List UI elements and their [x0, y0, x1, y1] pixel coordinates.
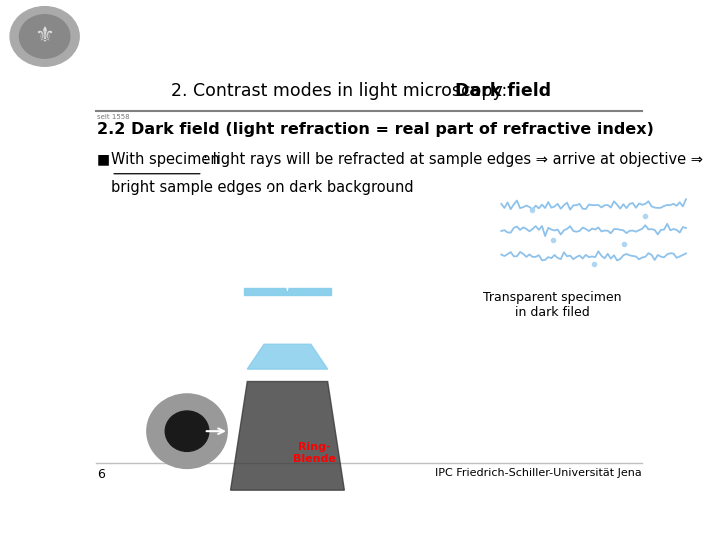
- Text: Objekt-
Ebene: Objekt- Ebene: [341, 313, 382, 335]
- Text: ⚜: ⚜: [35, 26, 55, 46]
- Polygon shape: [287, 320, 405, 453]
- Text: 2. Contrast modes in light microscopy:: 2. Contrast modes in light microscopy:: [171, 82, 513, 100]
- Text: bright sample edges on dark background: bright sample edges on dark background: [111, 180, 414, 195]
- Text: 6: 6: [96, 468, 104, 481]
- Polygon shape: [247, 345, 328, 369]
- Text: Blick in das Okular: Blick in das Okular: [331, 211, 434, 220]
- Circle shape: [147, 394, 228, 468]
- Polygon shape: [171, 320, 287, 453]
- Text: Objektiv: Objektiv: [341, 286, 387, 296]
- Text: ■: ■: [96, 152, 110, 166]
- Circle shape: [10, 6, 79, 66]
- Text: 2.2 Dark field (light refraction = real part of refractive index): 2.2 Dark field (light refraction = real …: [96, 122, 654, 137]
- Text: Kondensor: Kondensor: [341, 352, 400, 362]
- Text: Ring-
Blende: Ring- Blende: [293, 442, 336, 464]
- Text: Transparent specimen
in dark filed: Transparent specimen in dark filed: [483, 292, 621, 320]
- Circle shape: [166, 411, 209, 451]
- Text: Dark field: Dark field: [456, 82, 552, 100]
- Text: seit 1558: seit 1558: [96, 114, 130, 120]
- Text: IPC Friedrich-Schiller-Universität Jena: IPC Friedrich-Schiller-Universität Jena: [435, 468, 642, 478]
- Polygon shape: [230, 381, 344, 490]
- Text: With specimen: With specimen: [111, 152, 220, 167]
- Circle shape: [19, 15, 70, 58]
- Bar: [244, 288, 331, 295]
- Text: : light rays will be refracted at sample edges ⇒ arrive at objective ⇒: : light rays will be refracted at sample…: [203, 152, 703, 167]
